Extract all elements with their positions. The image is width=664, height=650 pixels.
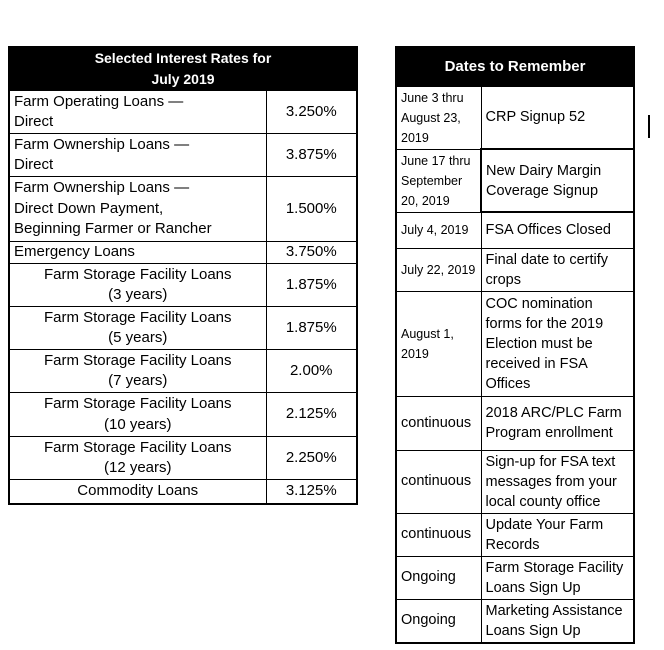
- date-cell: July 4, 2019: [395, 211, 482, 249]
- table-row: Farm Storage Facility Loans (12 years) 2…: [8, 436, 358, 480]
- table-row: Farm Storage Facility Loans (5 years) 1.…: [8, 306, 358, 350]
- table-row: August 1, 2019 COC nomination forms for …: [395, 290, 635, 397]
- date-cell: July 22, 2019: [395, 247, 482, 292]
- loan-label: Farm Ownership Loans — Direct: [8, 133, 267, 177]
- loan-label: Farm Operating Loans — Direct: [8, 90, 267, 134]
- event-cell: Update Your Farm Records: [480, 512, 635, 557]
- loan-rate: 1.500%: [265, 176, 358, 242]
- table-row: June 17 thru September 20, 2019 New Dair…: [395, 148, 636, 213]
- event-cell: 2018 ARC/PLC Farm Program enrollment: [480, 395, 635, 451]
- table-row: Commodity Loans 3.125%: [8, 479, 358, 504]
- table-row: Farm Storage Facility Loans (10 years) 2…: [8, 392, 358, 437]
- loan-label: Commodity Loans: [8, 479, 267, 504]
- event-cell: Final date to certify crops: [480, 247, 635, 292]
- interest-rates-title: Selected Interest Rates for July 2019: [9, 47, 357, 91]
- table-row: Ongoing Farm Storage Facility Loans Sign…: [395, 555, 635, 600]
- loan-rate: 2.250%: [265, 436, 358, 480]
- event-cell: Sign-up for FSA text messages from your …: [480, 449, 635, 514]
- date-cell: Ongoing: [395, 555, 482, 600]
- date-cell: August 1, 2019: [395, 290, 482, 397]
- loan-label: Emergency Loans: [8, 241, 267, 264]
- date-cell: June 17 thru September 20, 2019: [395, 148, 482, 213]
- date-cell: Ongoing: [395, 598, 482, 643]
- loan-rate: 2.125%: [265, 392, 358, 437]
- table-row: Farm Ownership Loans — Direct 3.875%: [8, 133, 358, 177]
- loan-label: Farm Storage Facility Loans (10 years): [8, 392, 267, 437]
- event-cell: CRP Signup 52: [480, 85, 635, 150]
- table-row: Ongoing Marketing Assistance Loans Sign …: [395, 598, 635, 643]
- event-cell: COC nomination forms for the 2019 Electi…: [480, 290, 635, 397]
- loan-rate: 3.875%: [265, 133, 358, 177]
- table-row: July 4, 2019 FSA Offices Closed: [395, 211, 635, 249]
- loan-rate: 2.00%: [265, 349, 358, 393]
- dates-title: Dates to Remember: [396, 47, 635, 86]
- loan-rate: 3.750%: [265, 241, 358, 264]
- loan-rate: 3.125%: [265, 479, 358, 504]
- table-row: Farm Storage Facility Loans (3 years) 1.…: [8, 263, 358, 307]
- date-cell: June 3 thru August 23, 2019: [395, 85, 482, 150]
- date-cell: continuous: [395, 395, 482, 451]
- loan-rate: 3.250%: [265, 90, 358, 134]
- loan-rate: 1.875%: [265, 263, 358, 307]
- table-row: Emergency Loans 3.750%: [8, 241, 358, 264]
- table-row: continuous Update Your Farm Records: [395, 512, 635, 557]
- event-cell: Farm Storage Facility Loans Sign Up: [480, 555, 635, 600]
- table-row: June 3 thru August 23, 2019 CRP Signup 5…: [395, 85, 635, 150]
- loan-label: Farm Storage Facility Loans (7 years): [8, 349, 267, 393]
- dates-to-remember-table: Dates to Remember June 3 thru August 23,…: [395, 46, 636, 644]
- table-row: Farm Ownership Loans — Direct Down Payme…: [8, 176, 358, 242]
- loan-rate: 1.875%: [265, 306, 358, 350]
- text-cursor-mark: [648, 115, 650, 138]
- loan-label: Farm Storage Facility Loans (3 years): [8, 263, 267, 307]
- event-cell: FSA Offices Closed: [480, 211, 635, 249]
- table-row: Farm Operating Loans — Direct 3.250%: [8, 90, 358, 134]
- table-row: July 22, 2019 Final date to certify crop…: [395, 247, 635, 292]
- loan-label: Farm Storage Facility Loans (12 years): [8, 436, 267, 480]
- date-cell: continuous: [395, 449, 482, 514]
- date-cell: continuous: [395, 512, 482, 557]
- interest-rates-table: Selected Interest Rates for July 2019 Fa…: [8, 46, 358, 505]
- loan-label: Farm Storage Facility Loans (5 years): [8, 306, 267, 350]
- loan-label: Farm Ownership Loans — Direct Down Payme…: [8, 176, 267, 242]
- table-row: continuous Sign-up for FSA text messages…: [395, 449, 635, 514]
- table-row: continuous 2018 ARC/PLC Farm Program enr…: [395, 395, 635, 451]
- table-row: Farm Storage Facility Loans (7 years) 2.…: [8, 349, 358, 393]
- event-cell: New Dairy Margin Coverage Signup: [479, 148, 636, 213]
- event-cell: Marketing Assistance Loans Sign Up: [480, 598, 635, 643]
